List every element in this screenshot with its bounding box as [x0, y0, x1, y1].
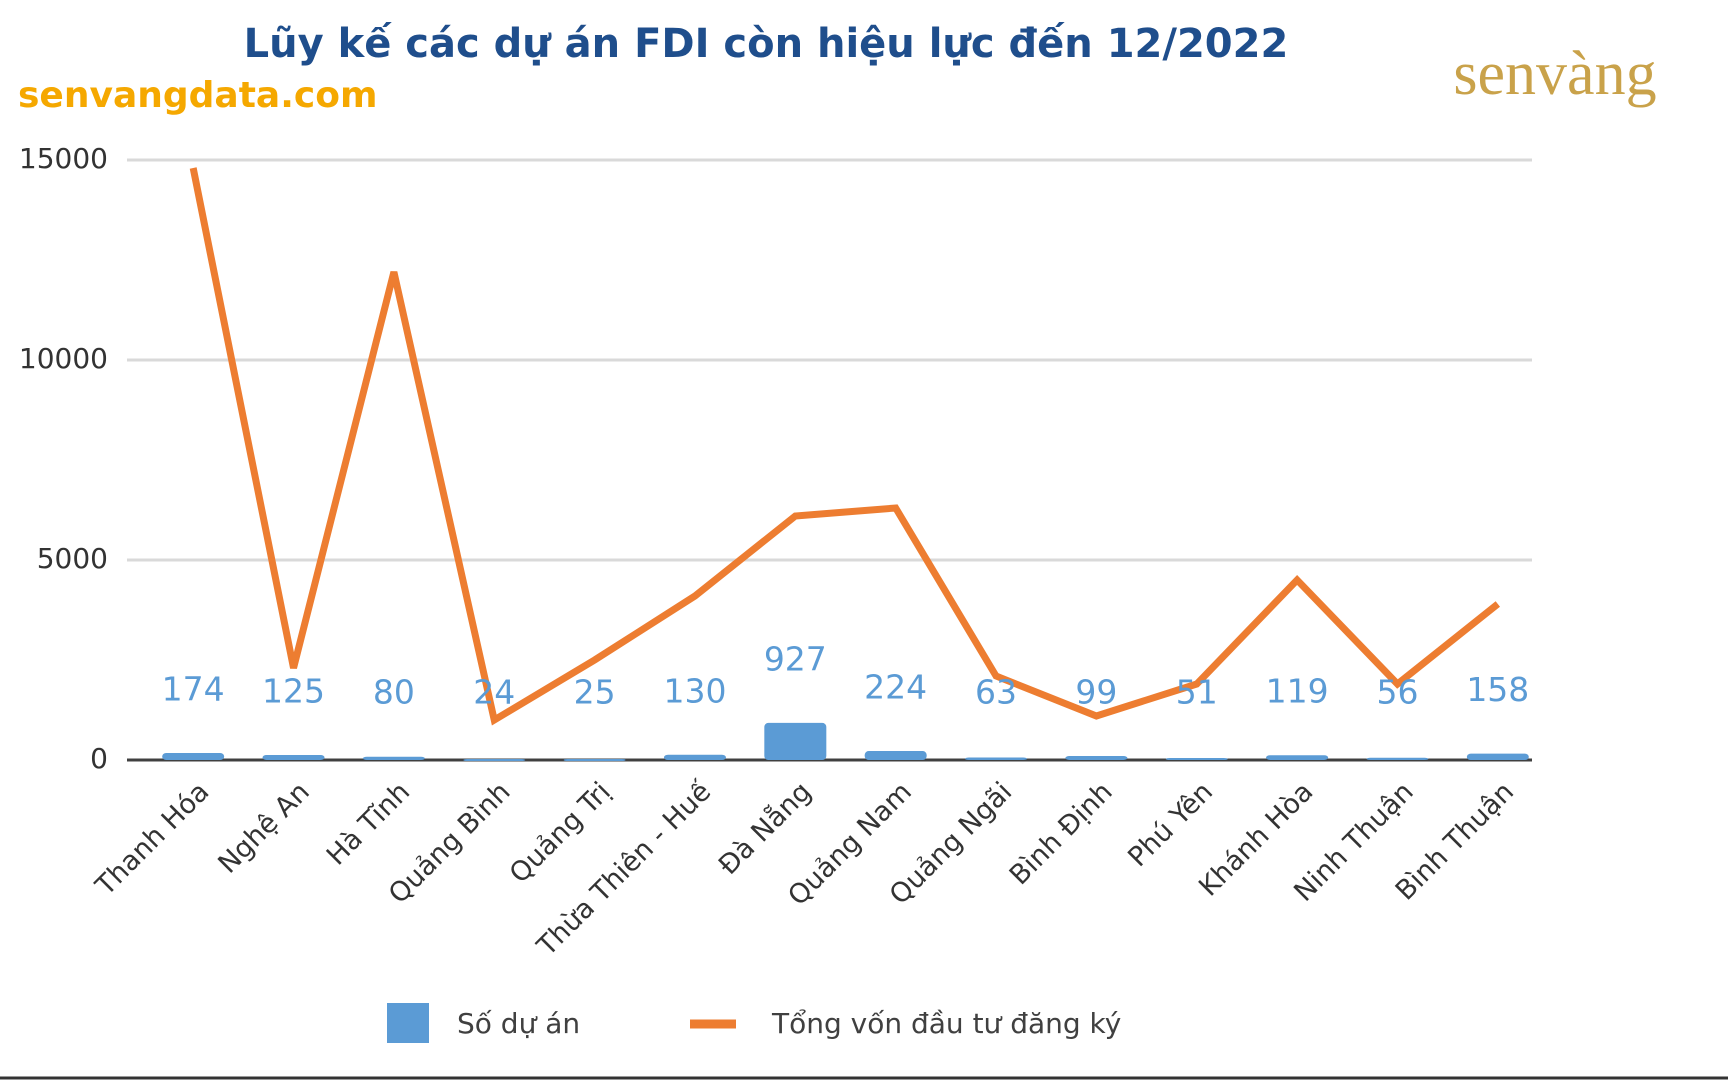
x-tick-label: Nghệ An	[212, 776, 315, 879]
bar	[1266, 755, 1329, 760]
bar	[1165, 757, 1228, 760]
data-label: 158	[1466, 670, 1529, 709]
data-label: 125	[262, 672, 325, 711]
y-tick-label: 10000	[19, 342, 108, 375]
bar	[162, 753, 225, 760]
data-label: 119	[1266, 672, 1329, 711]
bar	[1466, 753, 1529, 760]
data-label: 63	[975, 673, 1017, 712]
bar	[1366, 757, 1429, 760]
bar	[262, 755, 325, 760]
data-label: 174	[162, 670, 225, 709]
legend-label: Tổng vốn đầu tư đăng ký	[771, 1007, 1121, 1040]
x-tick-label: Thanh Hóa	[89, 776, 215, 902]
legend-label: Số dự án	[457, 1007, 580, 1040]
bar	[1065, 756, 1128, 760]
data-label: 51	[1176, 673, 1218, 712]
y-tick-label: 5000	[37, 542, 108, 575]
bar	[563, 759, 626, 761]
data-label: 927	[764, 639, 827, 678]
x-tick-label: Thừa Thiên - Huế	[531, 776, 718, 963]
x-tick-label: Bình Định	[1004, 776, 1119, 891]
y-tick-label: 0	[90, 742, 108, 775]
data-label: 24	[473, 673, 515, 712]
x-tick-label: Đà Nẵng	[713, 776, 818, 881]
bar	[864, 751, 927, 760]
y-tick-label: 15000	[19, 142, 108, 175]
x-tick-label: Phú Yên	[1122, 776, 1219, 873]
logo: senvàng	[1453, 40, 1656, 108]
bar	[362, 756, 425, 760]
data-label: 224	[864, 668, 927, 707]
website: senvangdata.com	[18, 75, 377, 116]
data-label: 99	[1075, 673, 1117, 712]
bar	[764, 722, 827, 760]
x-tick-label: Hà Tĩnh	[321, 776, 416, 871]
data-label: 25	[574, 673, 616, 712]
bar	[965, 757, 1028, 760]
bar	[463, 759, 526, 762]
data-label: 56	[1376, 673, 1418, 712]
legend-swatch	[387, 1003, 429, 1043]
bar	[663, 754, 726, 760]
data-label: 130	[663, 671, 726, 710]
chart-title: Lũy kế các dự án FDI còn hiệu lực đến 12…	[244, 21, 1289, 67]
line	[189, 167, 1501, 726]
data-label: 80	[373, 673, 415, 712]
